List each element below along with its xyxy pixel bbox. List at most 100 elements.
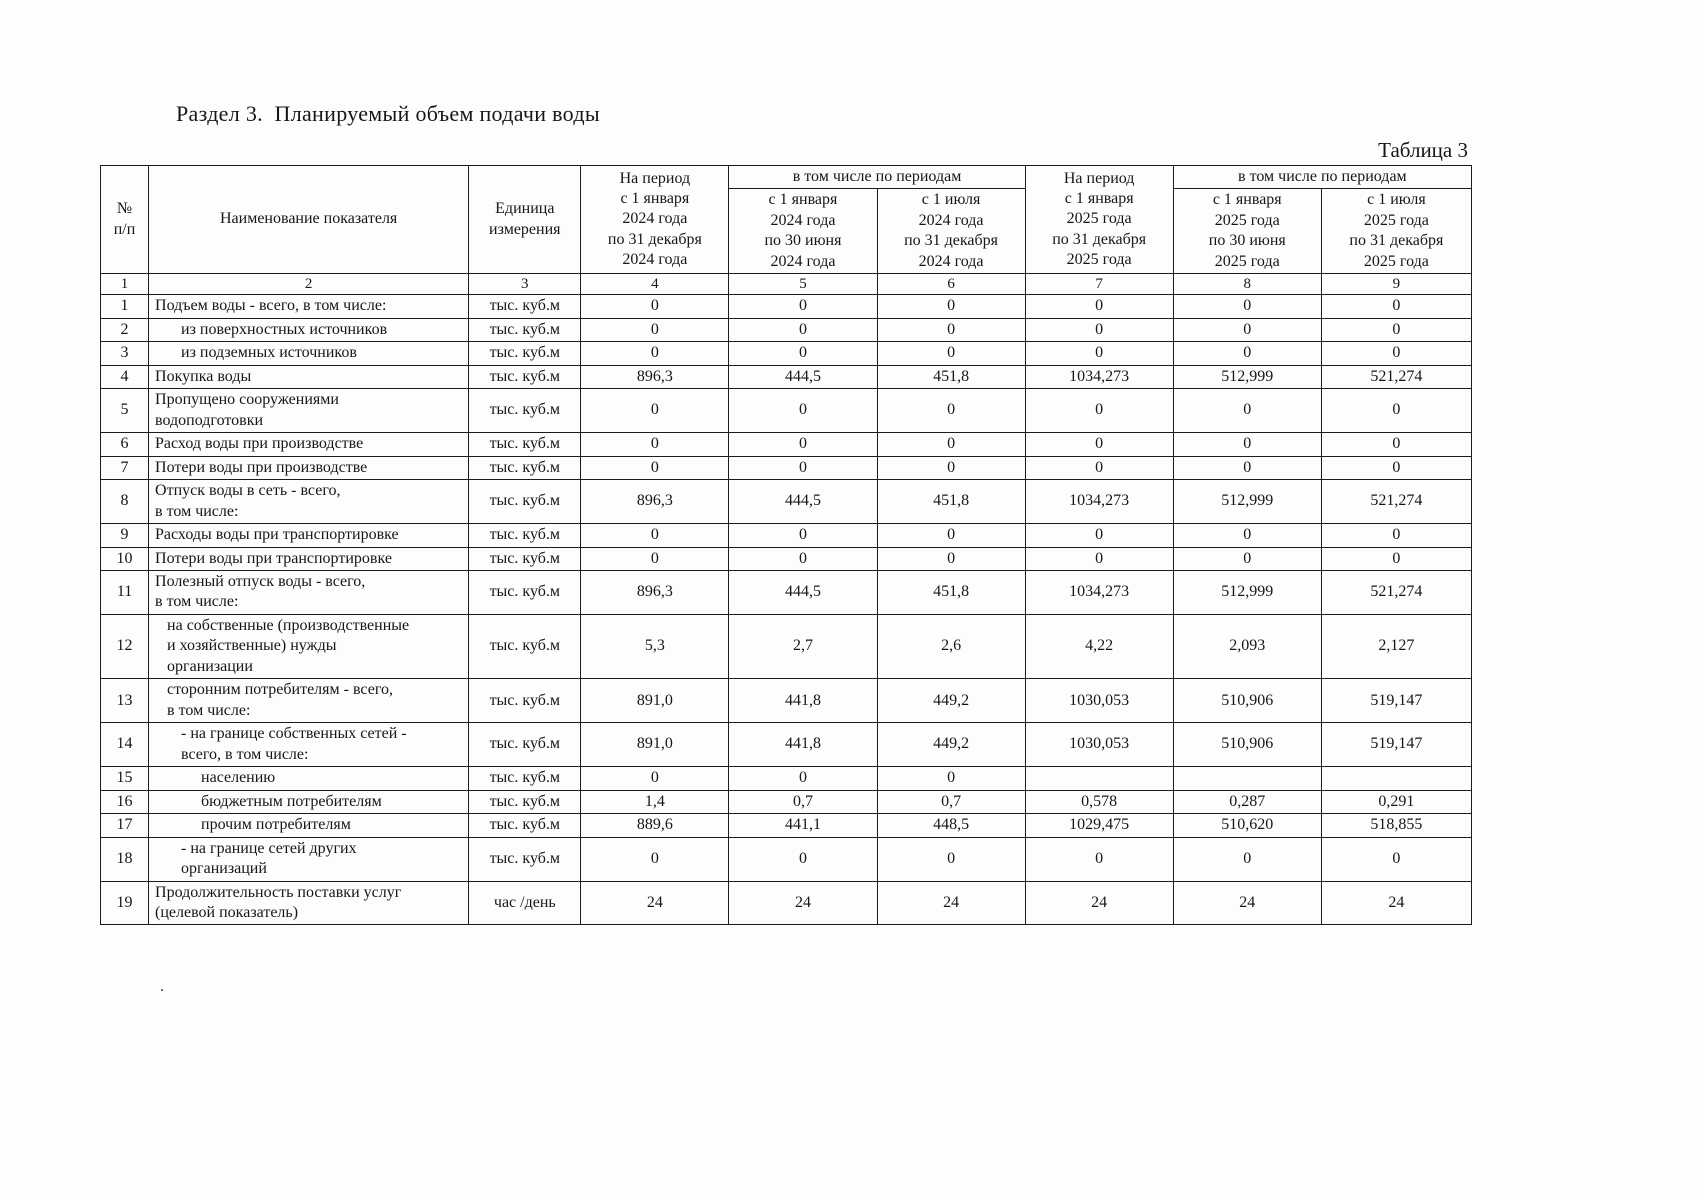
row-number-cell: 12 — [99, 613, 150, 680]
water-supply-table: № п/п Наименование показателя Единица из… — [99, 164, 1473, 926]
value-cell: 0 — [1172, 388, 1322, 434]
value-cell: 1034,273 — [1024, 479, 1174, 525]
value-cell: 0 — [1320, 388, 1473, 434]
value-cell: 1034,273 — [1024, 569, 1174, 615]
unit-cell: тыс. куб.м — [468, 766, 582, 791]
table-row: 5 Пропущено сооружениями водоподготовки ты… — [99, 388, 1473, 434]
table-row: 16 бюджетным потребителям тыс. куб.м 1,4 0,7… — [99, 789, 1473, 815]
value-cell: 521,274 — [1320, 479, 1473, 525]
value-cell: 5,3 — [580, 613, 730, 680]
value-cell: 24 — [580, 880, 730, 926]
unit-cell: тыс. куб.м — [468, 364, 582, 390]
value-cell: 891,0 — [580, 678, 730, 724]
value-cell: 896,3 — [580, 569, 730, 615]
value-cell: 24 — [876, 880, 1026, 926]
col-group-including-2025: в том числе по периодам — [1172, 164, 1473, 190]
indicator-name-cell: Покупка воды — [148, 364, 470, 390]
unit-cell: тыс. куб.м — [468, 546, 582, 571]
column-number: 3 — [468, 273, 582, 296]
section-title: Раздел 3. Планируемый объем подачи воды — [176, 101, 600, 126]
value-cell: 0 — [728, 546, 878, 571]
value-cell: 0 — [580, 432, 730, 457]
indicator-name-cell: Пропущено сооружениями водоподготовки — [148, 388, 470, 434]
value-cell: 0 — [876, 317, 1026, 343]
value-cell: 448,5 — [876, 813, 1026, 838]
value-cell: 0,578 — [1024, 789, 1174, 815]
row-number-cell: 2 — [99, 317, 150, 343]
col-header-period-2025: На период с 1 января 2025 года по 31 дек… — [1024, 164, 1174, 275]
value-cell: 0 — [728, 836, 878, 882]
value-cell: 24 — [1320, 880, 1473, 926]
unit-cell: тыс. куб.м — [468, 388, 582, 434]
table-row: 14- на границе собственных сетей - всего… — [99, 722, 1473, 768]
value-cell: 451,8 — [876, 364, 1026, 390]
value-cell: 444,5 — [728, 364, 878, 390]
col-header-h2-2025: с 1 июля 2025 года по 31 декабря 2025 го… — [1320, 188, 1473, 275]
value-cell: 0 — [580, 294, 730, 319]
table-body: 1 Подъем воды - всего, в том числе: тыс. к… — [99, 294, 1473, 926]
value-cell: 0 — [1024, 836, 1174, 882]
value-cell: 0 — [1024, 317, 1174, 343]
value-cell: 4,22 — [1024, 613, 1174, 680]
indicator-name-cell: Потери воды при производстве — [148, 455, 470, 481]
row-number-cell: 10 — [99, 546, 150, 571]
row-number-cell: 6 — [99, 432, 150, 457]
table-row: 11 Полезный отпуск воды - всего, в том чи… — [99, 569, 1473, 615]
row-number-cell: 15 — [99, 766, 150, 791]
value-cell: 0,287 — [1172, 789, 1322, 815]
table-row: 9 Расходы воды при транспортировке тыс. ку… — [99, 523, 1473, 548]
indicator-name-cell: населению — [148, 766, 470, 791]
table-row: 8 Отпуск воды в сеть - всего, в том числе… — [99, 479, 1473, 525]
row-number-cell: 19 — [99, 880, 150, 926]
table-row: 10 Потери воды при транспортировке тыс. ку… — [99, 546, 1473, 571]
row-number-cell: 7 — [99, 455, 150, 481]
value-cell: 1,4 — [580, 789, 730, 815]
column-number: 5 — [728, 273, 878, 296]
value-cell: 0 — [876, 766, 1026, 791]
value-cell: 449,2 — [876, 678, 1026, 724]
value-cell: 521,274 — [1320, 364, 1473, 390]
value-cell: 0 — [728, 317, 878, 343]
value-cell: 0 — [1024, 523, 1174, 548]
row-number-cell: 4 — [99, 364, 150, 390]
unit-cell: тыс. куб.м — [468, 813, 582, 838]
unit-cell: тыс. куб.м — [468, 569, 582, 615]
value-cell: 510,620 — [1172, 813, 1322, 838]
indicator-name-cell: из поверхностных источников — [148, 317, 470, 343]
table-row: 3 из подземных источников тыс. куб.м 0 0 0 0 0 0 — [99, 341, 1473, 366]
value-cell: 0 — [1024, 546, 1174, 571]
column-number: 1 — [99, 273, 150, 296]
value-cell: 0 — [728, 341, 878, 366]
column-number: 6 — [876, 273, 1026, 296]
value-cell: 896,3 — [580, 479, 730, 525]
value-cell: 0 — [1320, 523, 1473, 548]
value-cell: 451,8 — [876, 569, 1026, 615]
value-cell: 0 — [876, 523, 1026, 548]
header-row-sub: с 1 января 2024 года по 30 июня 2024 год… — [101, 188, 1473, 275]
table-row: 6 Расход воды при производстве тыс. куб.м 0… — [99, 432, 1473, 457]
value-cell: 512,999 — [1172, 479, 1322, 525]
value-cell: 0 — [1172, 523, 1322, 548]
value-cell: 512,999 — [1172, 569, 1322, 615]
value-cell: 2,093 — [1172, 613, 1322, 680]
row-number-cell: 18 — [99, 836, 150, 882]
table-label: Таблица 3 — [1378, 138, 1468, 162]
value-cell: 0 — [1320, 294, 1473, 319]
table-row: 19 Продолжительность поставки услуг (целе… — [99, 880, 1473, 926]
col-header-h2-2024: с 1 июля 2024 года по 31 декабря 2024 го… — [876, 188, 1026, 275]
value-cell: 519,147 — [1320, 678, 1473, 724]
col-header-period-2024: На период с 1 января 2024 года по 31 дек… — [580, 164, 730, 275]
value-cell: 0 — [1024, 455, 1174, 481]
unit-cell: тыс. куб.м — [468, 678, 582, 724]
stray-mark: . — [160, 978, 164, 995]
value-cell: 0 — [728, 766, 878, 791]
value-cell: 441,8 — [728, 678, 878, 724]
value-cell: 0 — [1024, 432, 1174, 457]
col-group-including-2024: в том числе по периодам — [728, 164, 1026, 190]
value-cell: 0 — [1024, 294, 1174, 319]
value-cell: 0 — [876, 546, 1026, 571]
value-cell: 0 — [876, 294, 1026, 319]
table-row: 17 прочим потребителям тыс. куб.м 889,6 441,… — [99, 813, 1473, 838]
value-cell — [1320, 766, 1473, 791]
